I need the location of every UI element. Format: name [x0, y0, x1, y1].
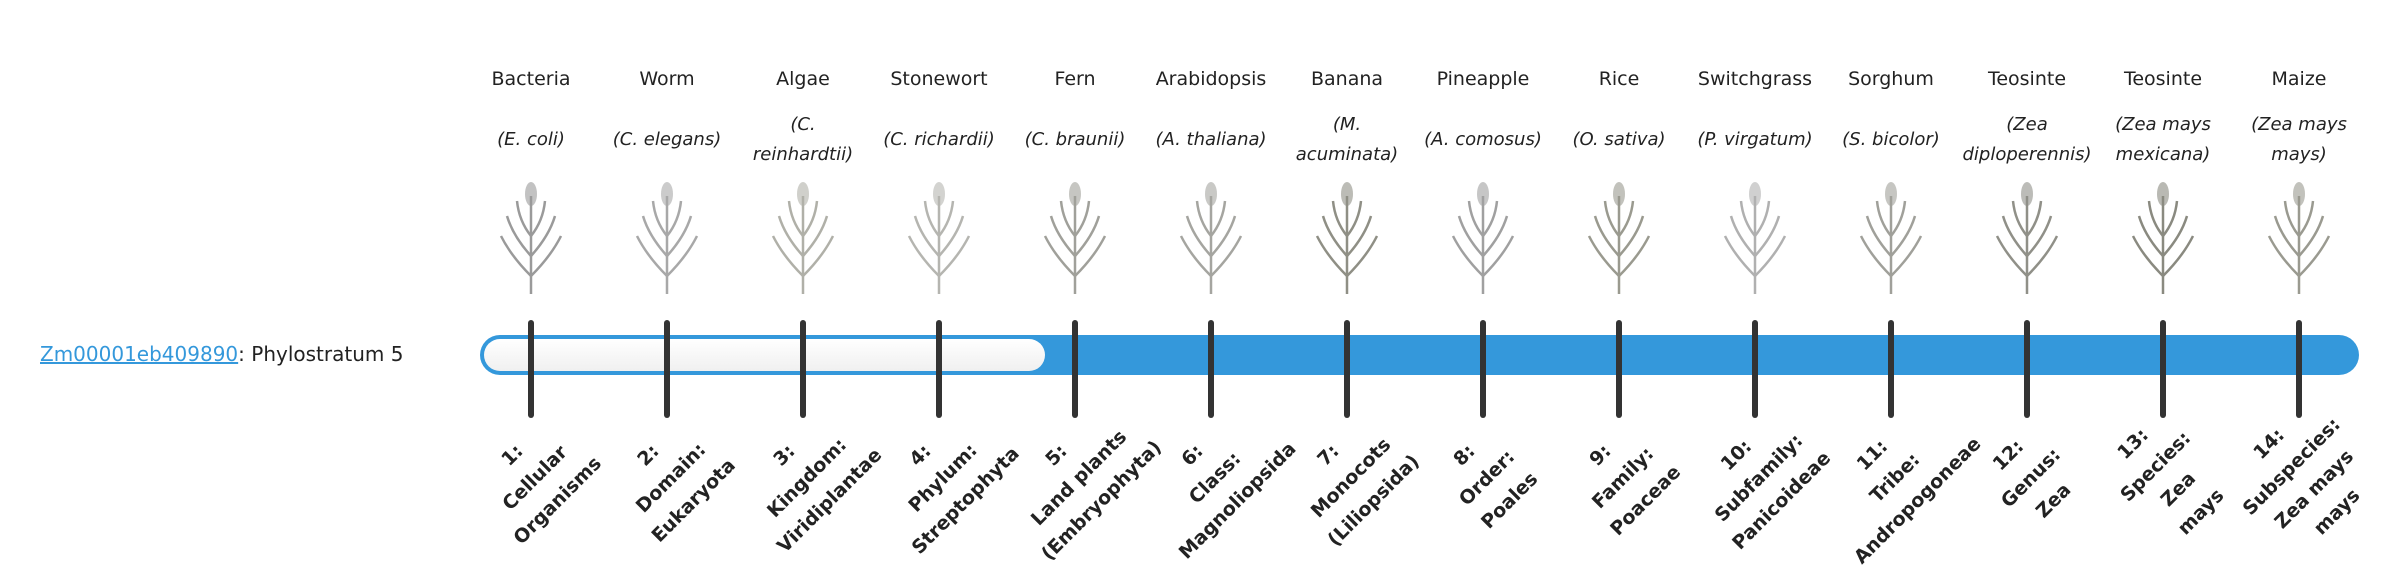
- organism-latin-name: (Zea mays mays): [2251, 114, 2347, 165]
- stratum-tick: [936, 320, 942, 418]
- stratum-rank-label: 4: Phylum: Streptophyta: [859, 394, 1027, 562]
- organism-common-name: Worm: [639, 68, 695, 90]
- phylostratum-bar: [480, 335, 2359, 375]
- organism-latin-name: (A. comosus): [1424, 129, 1542, 150]
- organism-latin-name: (P. virgatum): [1697, 129, 1813, 150]
- stratum-rank-label: 7: Monocots (Liliopsida): [1275, 402, 1428, 555]
- organism-common-name: Maize: [2271, 68, 2327, 90]
- switchgrass-image: [1723, 182, 1787, 294]
- rice-image: [1587, 182, 1651, 294]
- stratum-tick: [2024, 320, 2030, 418]
- stratum-tick: [800, 320, 806, 418]
- sorghum-image: [1859, 182, 1923, 294]
- organism-latin-name: (O. sativa): [1572, 129, 1666, 150]
- organism-latin-name: (A. thaliana): [1155, 129, 1267, 150]
- gene-label: Zm00001eb409890: Phylostratum 5: [40, 340, 403, 368]
- organism-common-name: Teosinte: [1987, 68, 2067, 90]
- stratum-rank-label: 12: Genus: Zea: [1971, 418, 2092, 539]
- organism-latin-name: (C. richardii): [883, 129, 995, 150]
- stratum-tick: [1344, 320, 1350, 418]
- stratum-rank-label: 2: Domain: Eukaryota: [599, 406, 744, 551]
- fern-image: [1043, 182, 1107, 294]
- organism-latin-name: (C. reinhardtii): [752, 114, 854, 165]
- stratum-tick: [1208, 320, 1214, 418]
- organism-common-name: Teosinte: [2123, 68, 2203, 90]
- stratum-rank-label: 8: Order: Poales: [1428, 419, 1546, 537]
- teosinte-image: [1995, 182, 2059, 294]
- organism-latin-name: (C. braunii): [1024, 129, 1126, 150]
- stratum-tick: [664, 320, 670, 418]
- stratum-tick: [1752, 320, 1758, 418]
- organism-common-name: Algae: [776, 68, 830, 90]
- organism-latin-name: (Zea mays mexicana): [2115, 114, 2211, 165]
- worm-image: [635, 182, 699, 294]
- stratum-rank-label: 11: Tribe: Andropogoneae: [1801, 384, 1989, 572]
- stratum-rank-label: 5: Land plants (Embryophyta): [988, 387, 1169, 568]
- organism-common-name: Sorghum: [1848, 68, 1934, 90]
- stratum-tick: [1888, 320, 1894, 418]
- stratum-tick: [2296, 320, 2302, 418]
- maize-image: [2267, 182, 2331, 294]
- stratum-tick: [1072, 320, 1078, 418]
- stratum-rank-label: 1: Cellular Organisms: [461, 404, 610, 553]
- stratum-rank-label: 14: Subspecies: Zea mays mays: [2212, 387, 2393, 568]
- gene-separator: :: [238, 342, 245, 366]
- organism-common-name: Switchgrass: [1697, 68, 1813, 90]
- organism-latin-name: (M. acuminata): [1295, 114, 1399, 165]
- bacteria-image: [499, 182, 563, 294]
- organism-common-name: Stonewort: [890, 68, 988, 90]
- stratum-tick: [1480, 320, 1486, 418]
- gene-id-link[interactable]: Zm00001eb409890: [40, 342, 239, 366]
- stratum-tick: [2160, 320, 2166, 418]
- organism-latin-name: (S. bicolor): [1842, 129, 1940, 150]
- stratum-tick: [528, 320, 534, 418]
- organism-common-name: Arabidopsis: [1155, 68, 1267, 90]
- phylostratum-text: Phylostratum 5: [244, 342, 404, 366]
- pineapple-image: [1451, 182, 1515, 294]
- stratum-rank-label: 3: Kingdom: Viridiplantae: [724, 395, 890, 561]
- organism-common-name: Rice: [1598, 68, 1640, 90]
- stratum-rank-label: 10: Subfamily: Panicoideae: [1679, 398, 1838, 557]
- phylostratum-bar-unfilled: [484, 339, 1045, 371]
- organism-common-name: Banana: [1310, 68, 1384, 90]
- stonewort-image: [907, 182, 971, 294]
- organism-latin-name: (E. coli): [497, 129, 565, 150]
- teosinte-mexicana-image: [2131, 182, 2195, 294]
- stratum-tick: [1616, 320, 1622, 418]
- organism-latin-name: (C. elegans): [612, 129, 722, 150]
- organism-common-name: Bacteria: [491, 68, 571, 90]
- organism-common-name: Pineapple: [1436, 68, 1530, 90]
- organism-latin-name: (Zea diploperennis): [1962, 114, 2092, 165]
- arabidopsis-image: [1179, 182, 1243, 294]
- stratum-rank-label: 9: Family: Poaceae: [1557, 412, 1688, 543]
- organism-common-name: Fern: [1054, 68, 1096, 90]
- banana-image: [1315, 182, 1379, 294]
- stratum-rank-label: 6: Class: Magnoliopsida: [1126, 389, 1304, 567]
- algae-image: [771, 182, 835, 294]
